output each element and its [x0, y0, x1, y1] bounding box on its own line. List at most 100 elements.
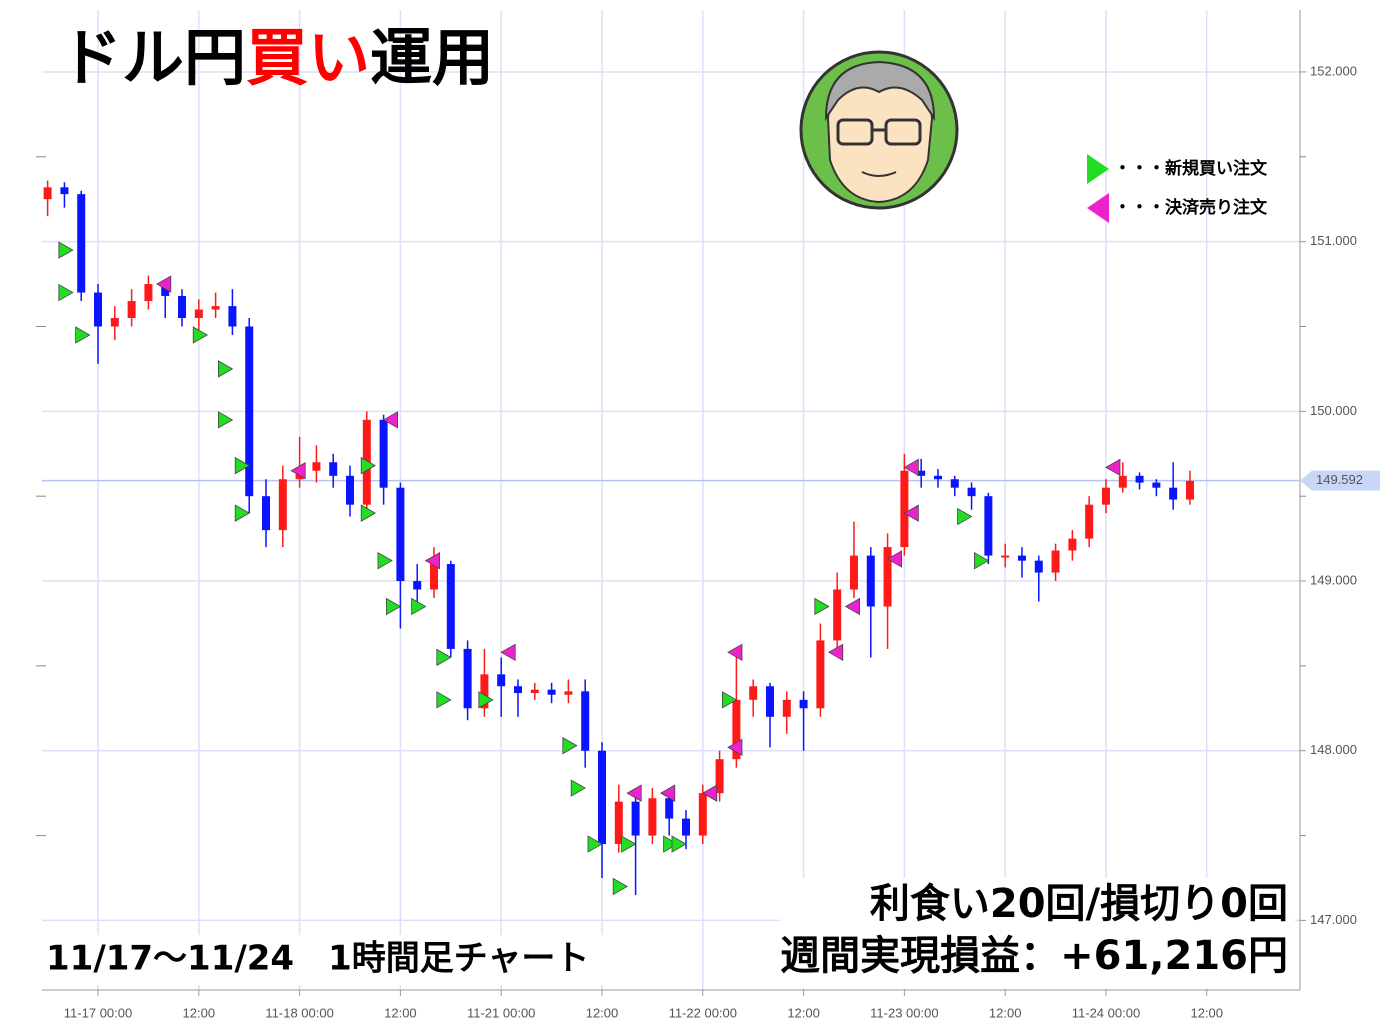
candle-body [161, 284, 170, 296]
candle-body [698, 793, 707, 836]
x-tick-label: 11-17 00:00 [64, 1005, 132, 1020]
candle-body [1118, 475, 1127, 488]
x-tick-label: 11-24 00:00 [1072, 1005, 1140, 1020]
candle-body [127, 301, 136, 318]
y-tick-label: 150.000 [1310, 403, 1357, 418]
title-part: ドル円 [60, 21, 246, 94]
buy-signal [570, 779, 587, 797]
buy-signal [957, 507, 973, 526]
candle-body [1152, 482, 1161, 488]
x-tick-label: 11-22 00:00 [669, 1005, 737, 1020]
candle-body [228, 306, 237, 327]
buy-signal [218, 360, 234, 378]
y-tick-label: 147.000 [1310, 912, 1357, 927]
annotation: 利食い20回/損切り0回 [870, 881, 1288, 927]
subtitle-box [40, 935, 640, 985]
buy-signal [436, 691, 452, 709]
candle-body [94, 292, 103, 327]
candle-body [396, 487, 405, 582]
sell-signal [659, 784, 676, 802]
x-tick-label: 11-18 00:00 [265, 1005, 333, 1020]
candle-body [984, 496, 993, 556]
x-tick-label: 12:00 [384, 1005, 417, 1020]
marks [43, 180, 1194, 896]
y-tick-label: 148.000 [1310, 742, 1357, 757]
sell-signal [903, 504, 919, 522]
candle-body [1001, 555, 1010, 558]
candle-body [144, 284, 153, 302]
x-tick-label: 12:00 [1190, 1005, 1223, 1020]
candle-body [43, 187, 52, 200]
candle-body [480, 674, 489, 709]
candle-body [1169, 487, 1178, 500]
candle-body [497, 674, 506, 687]
candle-body [631, 801, 640, 836]
candle-body [178, 295, 187, 318]
legend-swatch [1087, 154, 1109, 184]
candle-body [514, 686, 523, 694]
candle-body [110, 318, 119, 327]
buy-signal [58, 241, 74, 259]
buy-signal [360, 504, 377, 522]
candle-body [614, 801, 623, 845]
buy-signal [562, 736, 578, 755]
candle-body [245, 326, 254, 497]
candle-body [1085, 504, 1094, 539]
title-part: 運用 [370, 21, 494, 94]
candle-body [1185, 480, 1194, 500]
price-label: 149.592 [1316, 472, 1363, 487]
buy-signal [973, 551, 990, 570]
candle-body [900, 470, 909, 548]
x-tick-label: 12:00 [787, 1005, 820, 1020]
candle-body [430, 564, 439, 590]
y-tick-label: 152.000 [1310, 63, 1357, 78]
buy-signal [612, 877, 629, 896]
buy-signal [192, 326, 209, 344]
buy-signal [587, 835, 603, 853]
sell-signal [903, 458, 919, 477]
buy-signal [478, 691, 494, 709]
buy-signal [411, 597, 427, 616]
candle-body [329, 462, 338, 476]
buy-signal [814, 597, 830, 616]
y-tick-label: 149.000 [1310, 572, 1357, 587]
annotation: 週間実現損益：+61,216円 [780, 933, 1288, 979]
buy-signal [377, 551, 393, 570]
legend-label: ・・・決済売り注文 [1114, 197, 1268, 218]
candle-body [833, 589, 842, 641]
candle-body [1051, 550, 1060, 573]
buy-signal [386, 597, 402, 616]
candle-body [866, 555, 875, 607]
sell-signal [290, 462, 306, 480]
candle-body [715, 759, 724, 794]
candle-body [648, 798, 657, 836]
avatar [799, 50, 959, 210]
candle-body [60, 187, 69, 195]
buy-signal [58, 283, 74, 302]
candle-body [799, 699, 808, 709]
candle-body [1135, 475, 1144, 483]
sell-signal [156, 275, 172, 293]
buy-signal [360, 456, 377, 475]
sell-signal [701, 784, 718, 802]
candle-body [530, 689, 539, 694]
candle-body [1101, 487, 1110, 505]
candle-body [1034, 560, 1043, 573]
buy-signal [218, 411, 234, 429]
legend-swatch [1087, 193, 1109, 223]
candle-body [346, 475, 355, 505]
sell-signal [727, 643, 743, 661]
sell-signal [844, 597, 860, 616]
sell-signal [727, 738, 743, 757]
candle-body [749, 686, 758, 700]
buy-signal [621, 835, 637, 853]
title-part: 買い [246, 21, 370, 94]
candle-body [732, 699, 741, 760]
sell-signal [886, 550, 902, 568]
sell-signal [1105, 458, 1121, 477]
buy-signal [663, 835, 679, 853]
candle-body [379, 419, 388, 488]
buy-signal [234, 456, 251, 475]
candle-body [849, 555, 858, 590]
